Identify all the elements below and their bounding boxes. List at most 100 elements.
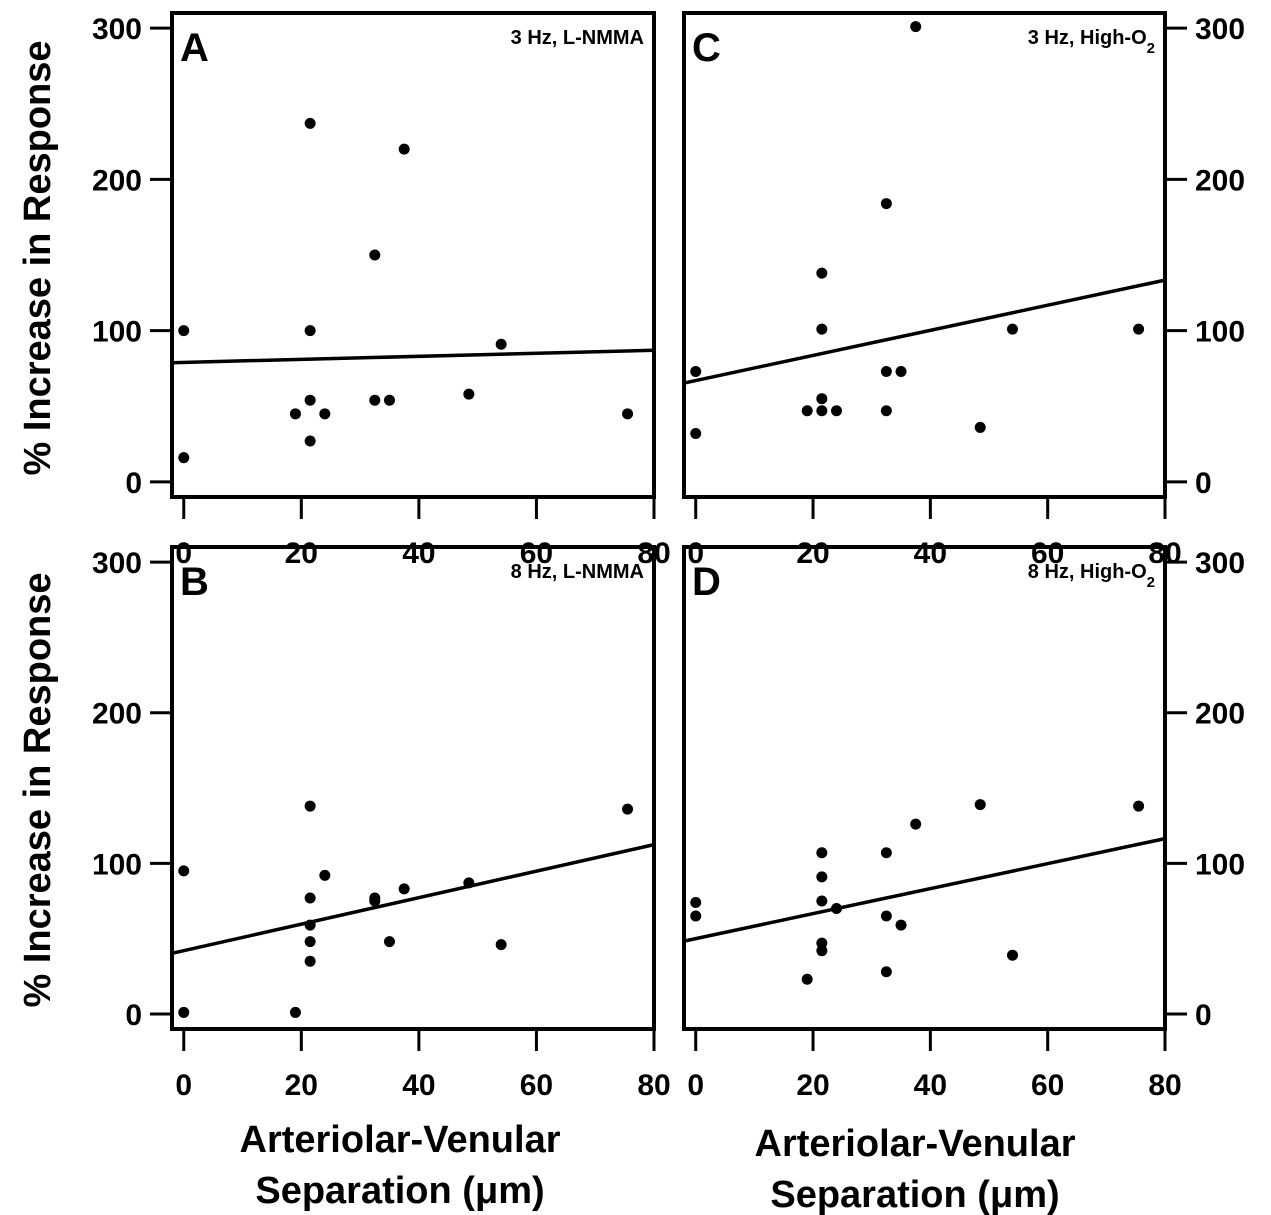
data-point bbox=[816, 847, 828, 859]
y-tick-label: 200 bbox=[92, 698, 142, 731]
data-point bbox=[178, 1006, 190, 1018]
plot-frame bbox=[682, 11, 1167, 499]
data-point bbox=[880, 847, 892, 859]
x-tick-label: 20 bbox=[796, 1069, 829, 1102]
data-point bbox=[816, 405, 828, 417]
data-point bbox=[816, 945, 828, 957]
data-point bbox=[880, 365, 892, 377]
data-point bbox=[304, 919, 316, 931]
x-axis-title-left-line2: Separation (μm) bbox=[255, 1170, 544, 1212]
data-point bbox=[910, 21, 922, 33]
data-point bbox=[304, 394, 316, 406]
data-point bbox=[463, 877, 475, 889]
condition-label: 8 Hz, High-O2 bbox=[1028, 561, 1155, 591]
data-point bbox=[383, 936, 395, 948]
data-point bbox=[974, 421, 986, 433]
regression-line bbox=[683, 836, 1166, 943]
data-point bbox=[304, 325, 316, 337]
y-tick-label: 300 bbox=[1195, 13, 1245, 46]
data-point bbox=[622, 803, 634, 815]
data-point bbox=[289, 408, 301, 420]
y-tick-label: 300 bbox=[92, 13, 142, 46]
data-point bbox=[178, 865, 190, 877]
data-point bbox=[369, 895, 381, 907]
x-axis-title-right-line1: Arteriolar-Venular bbox=[755, 1123, 1076, 1165]
x-tick-label: 20 bbox=[285, 537, 318, 570]
data-point bbox=[398, 883, 410, 895]
panel-letter: B bbox=[180, 560, 209, 604]
data-point bbox=[880, 910, 892, 922]
x-tick-label: 40 bbox=[402, 1069, 435, 1102]
x-axis-title-right-line2: Separation (μm) bbox=[770, 1174, 1059, 1215]
panel-letter: C bbox=[692, 26, 721, 70]
data-point bbox=[690, 910, 702, 922]
panel-letter: D bbox=[692, 560, 721, 604]
data-point bbox=[910, 818, 922, 830]
x-tick-label: 80 bbox=[637, 1069, 670, 1102]
data-point bbox=[319, 869, 331, 881]
data-point bbox=[304, 892, 316, 904]
data-point bbox=[178, 325, 190, 337]
data-point bbox=[495, 338, 507, 350]
x-tick-label: 20 bbox=[796, 537, 829, 570]
data-point bbox=[831, 405, 843, 417]
data-point bbox=[1133, 800, 1145, 812]
x-tick-label: 60 bbox=[520, 537, 553, 570]
data-point bbox=[816, 871, 828, 883]
data-point bbox=[816, 323, 828, 335]
data-point bbox=[880, 198, 892, 210]
data-point bbox=[178, 452, 190, 464]
condition-label: 8 Hz, L-NMMA bbox=[511, 561, 644, 583]
x-tick-label: 40 bbox=[402, 537, 435, 570]
data-point bbox=[880, 966, 892, 978]
x-axis-title-left-line1: Arteriolar-Venular bbox=[240, 1119, 561, 1161]
panel-d: 0 20 40 60 80 0 100 200 300 D 8 Hz, High-O2 bbox=[682, 545, 1245, 1102]
data-point bbox=[690, 427, 702, 439]
data-point bbox=[690, 365, 702, 377]
plot-frame bbox=[170, 545, 656, 1031]
data-point bbox=[816, 937, 828, 949]
plot-frame bbox=[682, 545, 1167, 1031]
data-point bbox=[801, 973, 813, 985]
y-tick-label: 100 bbox=[92, 316, 142, 349]
x-tick-label: 60 bbox=[520, 1069, 553, 1102]
data-point bbox=[816, 895, 828, 907]
data-point bbox=[304, 435, 316, 447]
data-point bbox=[398, 143, 410, 155]
y-tick-label: 0 bbox=[1195, 999, 1212, 1032]
y-tick-label: 200 bbox=[1195, 164, 1245, 197]
y-tick-label: 0 bbox=[125, 467, 142, 500]
data-point bbox=[304, 800, 316, 812]
x-tick-label: 40 bbox=[914, 537, 947, 570]
data-point bbox=[622, 408, 634, 420]
plot-frame bbox=[170, 11, 656, 499]
data-point bbox=[1133, 323, 1145, 335]
data-point bbox=[319, 408, 331, 420]
data-point bbox=[369, 394, 381, 406]
data-point bbox=[383, 394, 395, 406]
data-point bbox=[880, 405, 892, 417]
regression-line bbox=[683, 278, 1166, 385]
y-tick-label: 300 bbox=[92, 547, 142, 580]
regression-line bbox=[171, 348, 655, 365]
panel-letter: A bbox=[180, 26, 209, 70]
condition-label: 3 Hz, L-NMMA bbox=[511, 27, 644, 49]
data-point bbox=[369, 249, 381, 261]
x-tick-label: 0 bbox=[687, 1069, 704, 1102]
y-tick-label: 200 bbox=[92, 164, 142, 197]
y-tick-label: 200 bbox=[1195, 698, 1245, 731]
data-point bbox=[304, 117, 316, 129]
regression-line bbox=[171, 842, 655, 956]
data-point bbox=[495, 939, 507, 951]
x-tick-label: 60 bbox=[1031, 1069, 1064, 1102]
data-point bbox=[304, 936, 316, 948]
data-point bbox=[895, 919, 907, 931]
data-point bbox=[1006, 949, 1018, 961]
data-point bbox=[289, 1006, 301, 1018]
y-tick-label: 300 bbox=[1195, 547, 1245, 580]
x-tick-label: 40 bbox=[914, 1069, 947, 1102]
y-tick-label: 0 bbox=[1195, 467, 1212, 500]
data-point bbox=[1006, 323, 1018, 335]
